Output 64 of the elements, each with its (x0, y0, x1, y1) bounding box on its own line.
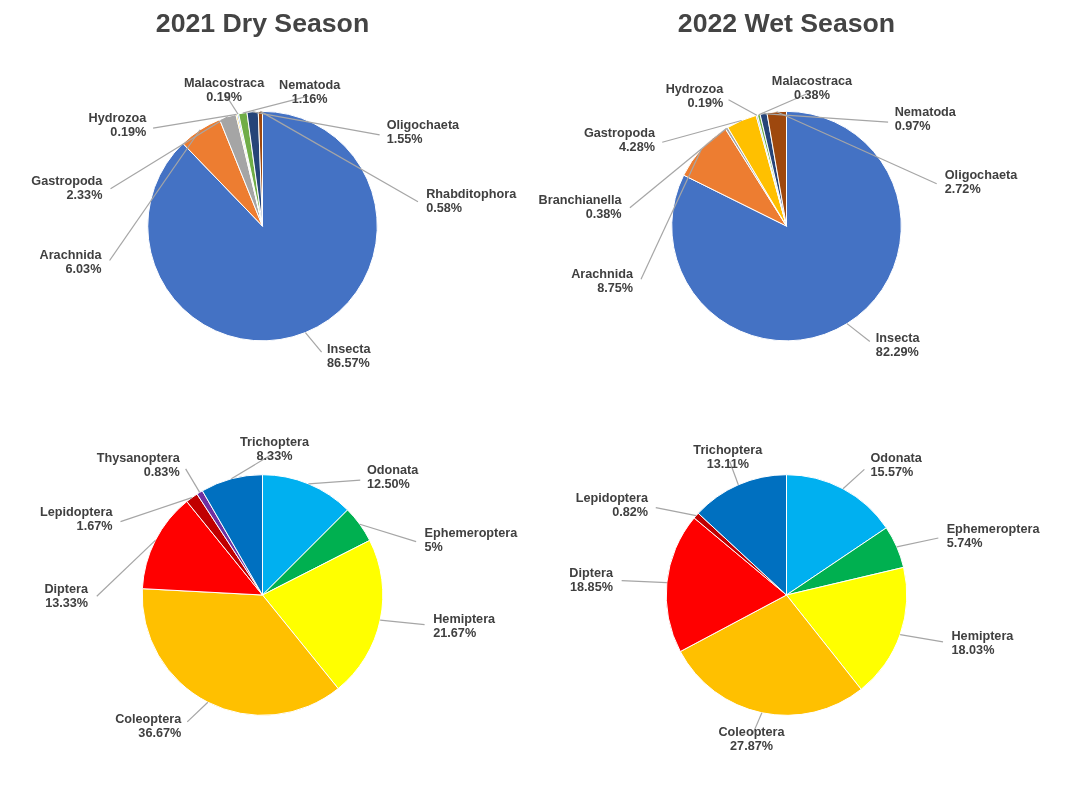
data-label: 1.16% (291, 92, 328, 107)
slice-label: Branchianella (538, 193, 623, 208)
data-label: 36.67% (138, 725, 182, 740)
data-label: 0.19% (206, 90, 243, 105)
data-label: 8.75% (597, 280, 634, 295)
slice-label: Nematoda (894, 104, 957, 119)
data-label: 5% (424, 539, 443, 554)
data-label: 2.33% (66, 187, 103, 202)
data-label: 1.55% (386, 132, 423, 147)
slice-label: Oligochaeta (386, 118, 461, 133)
data-label: 21.67% (433, 625, 477, 640)
data-label: 12.50% (366, 476, 410, 491)
data-label: 86.57% (326, 355, 370, 370)
data-label: 82.29% (875, 345, 919, 360)
data-label: 0.82% (612, 504, 649, 519)
slice-label: Lepidoptera (40, 505, 114, 520)
slice-label: Coleoptera (718, 724, 786, 739)
chart-title: 2021 Dry Season (155, 7, 370, 38)
data-label: 15.57% (870, 465, 914, 480)
slice-label: Malacostraca (183, 76, 266, 91)
slice-label: Hydrozoa (88, 111, 148, 126)
data-label: 4.28% (619, 139, 655, 154)
slice-label: Insecta (326, 341, 372, 356)
data-label: 13.11% (706, 457, 749, 472)
data-label: 0.83% (143, 464, 180, 479)
slice-label: Rhabditophora (426, 186, 518, 201)
slice-label: Malacostraca (771, 73, 854, 88)
slice-label: Hemiptera (951, 629, 1015, 644)
slice-label: Diptera (44, 582, 90, 597)
slice-label: Thysanoptera (96, 450, 181, 465)
data-label: 2.72% (944, 182, 981, 197)
data-label: 0.19% (687, 95, 724, 110)
data-label: 0.58% (426, 200, 463, 215)
data-label: 18.85% (570, 580, 613, 595)
slice-label: Arachnida (571, 266, 635, 281)
slice-label: Diptera (569, 566, 614, 581)
data-label: 27.87% (730, 738, 774, 753)
data-label: 0.19% (110, 125, 147, 140)
data-label: 0.97% (894, 118, 931, 133)
data-label: 0.38% (794, 87, 830, 102)
data-label: 6.03% (65, 261, 102, 276)
data-label: 5.74% (946, 536, 983, 551)
slice-label: Odonata (870, 451, 923, 466)
data-label: 1.67% (76, 519, 113, 534)
data-label: 0.38% (585, 207, 622, 222)
chart-title: 2022 Wet Season (677, 7, 896, 38)
slice-label: Nematoda (279, 78, 342, 93)
slice-label: Arachnida (39, 247, 103, 262)
slice-label: Insecta (875, 331, 921, 346)
slice-label: Ephemeroptera (424, 525, 519, 540)
slice-label: Hemiptera (433, 611, 497, 626)
slice-label: Hydrozoa (665, 81, 725, 96)
slice-label: Trichoptera (693, 443, 764, 458)
data-label: 18.03% (951, 643, 995, 658)
data-label: 8.33% (256, 448, 293, 463)
slice-label: Ephemeroptera (946, 522, 1041, 537)
slice-label: Gastropoda (31, 173, 104, 188)
slice-label: Lepidoptera (575, 490, 650, 505)
slice-label: Gastropoda (583, 125, 656, 140)
slice-label: Odonata (366, 462, 420, 477)
slice-label: Trichoptera (240, 434, 310, 449)
slice-label: Oligochaeta (944, 168, 1019, 183)
slice-label: Coleoptera (115, 711, 183, 726)
data-label: 13.33% (45, 596, 89, 611)
